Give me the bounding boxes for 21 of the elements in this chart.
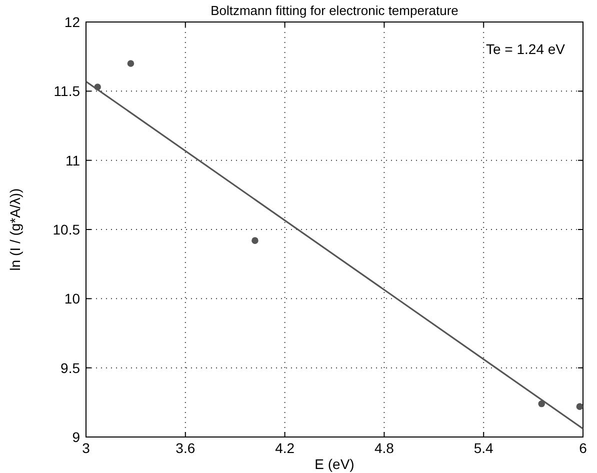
point <box>252 237 258 244</box>
y-tick-label: 11.5 <box>54 83 80 100</box>
x-tick-label: 4.2 <box>275 440 295 456</box>
x-tick-label: 5.4 <box>474 440 494 456</box>
point <box>538 400 545 408</box>
y-tick-label: 9 <box>72 429 80 445</box>
y-tick-label: 12 <box>64 14 80 30</box>
y-tick-label: 10.5 <box>52 222 80 238</box>
x-tick-label: 4.8 <box>374 440 394 456</box>
y-tick-label: 9.5 <box>60 360 80 376</box>
point <box>576 403 583 410</box>
x-tick-label: 3 <box>82 440 90 456</box>
y-tick-label: 10 <box>64 290 80 307</box>
annotation: Te = 1.24 eV <box>486 41 566 57</box>
chart-title: Boltzmann fitting for electronic temperature <box>210 3 458 18</box>
x-tick-label: 6 <box>579 440 588 456</box>
y-axis-title: ln (I / (g*A/λ)) <box>7 188 23 271</box>
point <box>127 60 134 67</box>
y-tick-label: 11 <box>65 152 80 168</box>
x-tick-label: 3.6 <box>176 440 196 456</box>
x-axis-title: E (eV) <box>314 456 354 472</box>
